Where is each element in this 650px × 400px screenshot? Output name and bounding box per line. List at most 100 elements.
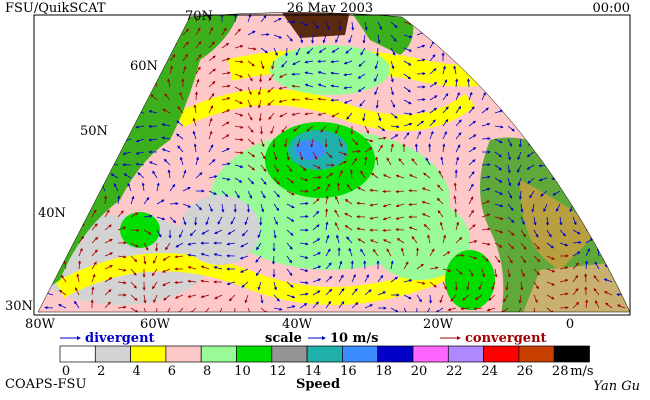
wind-arrow <box>97 21 106 27</box>
wind-arrow <box>624 203 630 208</box>
wind-arrow <box>416 72 426 76</box>
wind-arrow <box>156 199 165 205</box>
wind-arrow <box>214 229 223 234</box>
wind-arrow <box>148 124 158 128</box>
wind-arrow <box>390 134 399 140</box>
wind-arrow <box>564 136 574 140</box>
wind-arrow <box>335 222 340 231</box>
wind-arrow <box>104 73 114 77</box>
wind-arrow <box>51 73 55 83</box>
title: FSU/QuikSCAT <box>5 1 106 16</box>
wind-arrow <box>71 47 80 53</box>
wind-arrow <box>193 104 197 114</box>
wind-arrow <box>591 177 600 182</box>
wind-arrow <box>143 21 151 29</box>
wind-arrow <box>507 151 511 161</box>
wind-arrow <box>169 183 176 192</box>
wind-arrow <box>65 170 71 179</box>
wind-arrow <box>546 307 554 312</box>
wind-arrow <box>403 122 413 127</box>
wind-arrow <box>374 73 379 82</box>
wind-arrow <box>494 138 503 144</box>
wind-arrow <box>78 235 84 244</box>
wind-arrow <box>99 34 106 42</box>
wind-arrow <box>260 164 267 172</box>
wind-arrow <box>594 261 600 270</box>
wind-arrow <box>234 99 243 104</box>
wind-arrow <box>267 86 275 93</box>
wind-arrow <box>78 86 88 90</box>
wind-arrow <box>584 260 589 270</box>
wind-arrow <box>551 162 561 166</box>
wind-arrow <box>429 27 435 36</box>
wind-arrow <box>208 144 214 153</box>
wind-arrow <box>52 188 62 192</box>
wind-arrow <box>234 177 243 183</box>
wind-arrow <box>374 86 379 96</box>
wind-arrow <box>208 55 216 62</box>
wind-arrow <box>520 268 525 278</box>
wind-arrow <box>481 242 491 246</box>
wind-arrow <box>194 91 199 101</box>
wind-arrow <box>260 307 268 312</box>
wind-arrow <box>96 149 106 153</box>
wind-arrow <box>494 216 504 220</box>
wind-arrow <box>344 225 353 231</box>
wind-arrow <box>442 106 449 114</box>
wind-arrow <box>273 203 280 212</box>
wind-arrow <box>403 261 409 270</box>
wind-arrow <box>143 47 153 51</box>
wind-arrow <box>306 47 314 55</box>
wind-arrow <box>130 294 138 301</box>
wind-arrow <box>369 216 379 220</box>
wind-arrow <box>390 73 394 83</box>
wind-arrow <box>167 78 171 88</box>
wind-arrow <box>593 275 600 283</box>
wind-arrow <box>78 104 83 114</box>
wind-arrow <box>304 97 314 101</box>
colorbar-swatch <box>236 345 273 363</box>
wind-arrow <box>273 190 280 198</box>
wind-arrow <box>351 273 356 283</box>
wind-arrow <box>162 255 171 261</box>
wind-arrow <box>153 294 158 304</box>
wind-arrow <box>594 190 600 199</box>
wind-arrow <box>273 151 278 161</box>
wind-arrow <box>572 301 580 309</box>
colorbar-tick: 6 <box>168 364 176 379</box>
wind-arrow <box>421 213 431 218</box>
wind-arrow <box>546 281 556 286</box>
wind-arrow <box>176 133 184 140</box>
wind-arrow <box>130 212 139 218</box>
wind-arrow <box>247 73 253 82</box>
wind-arrow <box>382 216 392 221</box>
wind-arrow <box>260 177 267 185</box>
wind-arrow <box>208 203 213 213</box>
wind-arrow <box>403 60 412 66</box>
wind-arrow <box>593 287 600 296</box>
wind-arrow <box>624 190 629 200</box>
wind-arrow <box>364 125 369 134</box>
wind-arrow <box>343 99 353 104</box>
wind-arrow <box>195 156 199 166</box>
wind-arrow <box>156 216 166 221</box>
colorbar-tick: 24 <box>481 364 498 379</box>
wind-arrow <box>423 172 431 179</box>
wind-arrow <box>478 281 483 291</box>
wind-arrow <box>403 112 413 116</box>
wind-arrow <box>104 301 111 309</box>
wind-arrow <box>585 29 593 36</box>
wind-arrow <box>330 84 340 88</box>
wind-arrow <box>239 268 249 273</box>
wind-arrow <box>195 203 203 211</box>
wind-arrow <box>335 196 340 205</box>
wind-arrow <box>518 138 522 148</box>
wind-arrow <box>278 99 288 103</box>
wind-arrow <box>372 248 379 257</box>
wind-arrow <box>65 143 70 153</box>
wind-arrow <box>255 268 262 277</box>
wind-arrow <box>312 198 320 205</box>
wind-arrow <box>468 209 474 218</box>
wind-arrow <box>503 294 509 303</box>
wind-arrow <box>345 47 353 54</box>
